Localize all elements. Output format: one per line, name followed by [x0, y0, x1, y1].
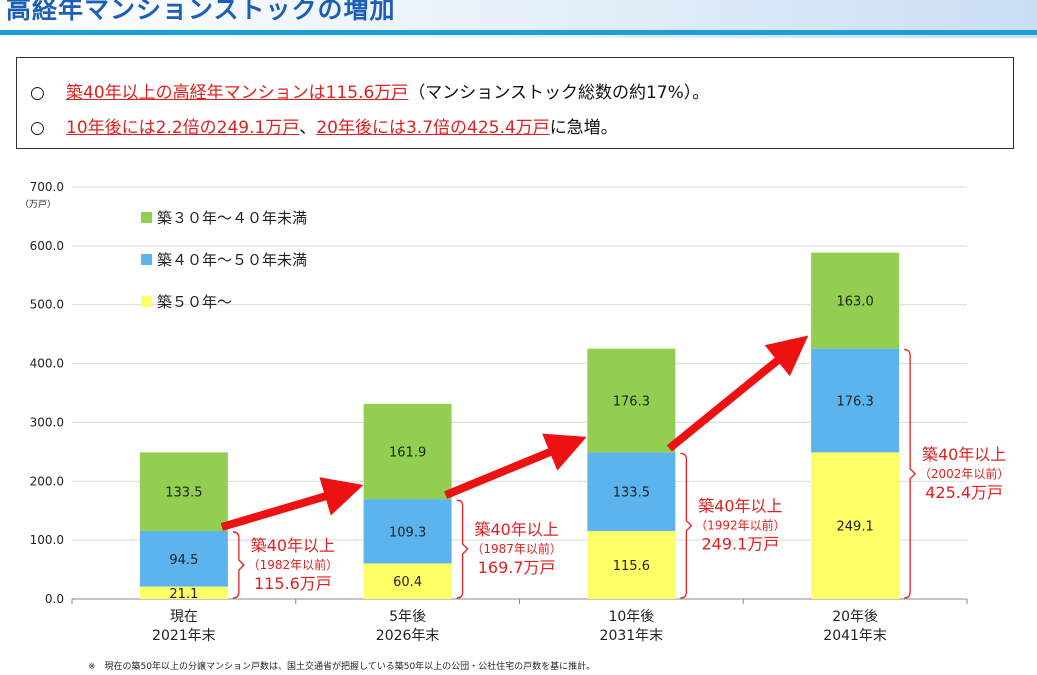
annotation-title: 築40年以上	[251, 536, 335, 555]
legend-label: 築４０年～５０年未満	[157, 251, 307, 269]
x-category-label: 10年後	[608, 609, 654, 625]
annotation-value: 169.7万戸	[478, 558, 556, 577]
bracket	[232, 531, 245, 599]
annotation-title: 築40年以上	[474, 520, 558, 539]
data-label: 60.4	[393, 575, 422, 590]
annotation-value: 115.6万戸	[254, 574, 332, 593]
annotation-value: 425.4万戸	[925, 483, 1003, 502]
y-tick-label: 700.0	[30, 180, 64, 194]
summary-text-2: に急増。	[549, 118, 618, 138]
x-category-label: 2031年末	[600, 628, 664, 644]
bar-segment	[139, 452, 228, 531]
summary-highlight-2b: 20年後には3.7倍の425.4万戸	[316, 118, 550, 138]
annotation-period: （1982年以前）	[248, 557, 339, 572]
x-category-label: 20年後	[832, 609, 878, 625]
bar-segment	[139, 586, 228, 599]
bar-segment	[363, 563, 452, 599]
bracket	[680, 452, 693, 599]
legend-swatch	[141, 254, 152, 265]
y-tick-label: 400.0	[30, 357, 64, 371]
y-tick-label: 300.0	[30, 415, 64, 429]
summary-line-2: ○ 10年後には2.2倍の249.1万戸、20年後には3.7倍の425.4万戸に急…	[30, 113, 618, 138]
bracket	[456, 499, 469, 599]
data-label: 249.1	[837, 520, 874, 535]
trend-arrow	[444, 433, 587, 499]
legend-swatch	[141, 296, 152, 307]
x-category-label: 2021年末	[152, 628, 216, 644]
summary-highlight-2a: 10年後には2.2倍の249.1万戸	[66, 118, 300, 138]
bar-segment	[587, 348, 676, 453]
data-label: 176.3	[613, 395, 650, 410]
summary-box: ○ 築40年以上の高経年マンションは115.6万戸（マンションストック総数の約17…	[16, 57, 1014, 149]
y-tick-label: 0.0	[45, 592, 64, 606]
trend-arrow	[220, 477, 364, 531]
bar-segment	[811, 348, 900, 453]
annotation-value: 249.1万戸	[701, 535, 779, 554]
bar-segment	[363, 403, 452, 500]
trend-arrow	[666, 335, 809, 452]
data-label: 109.3	[389, 525, 426, 540]
data-label: 133.5	[613, 486, 650, 501]
y-tick-label: 100.0	[30, 533, 64, 547]
x-category-label: 2041年末	[823, 628, 887, 644]
bar-segment	[363, 499, 452, 564]
page-title: 高経年マンションストックの増加	[6, 0, 396, 24]
bar-segment	[587, 530, 676, 599]
legend-swatch	[141, 212, 152, 223]
data-label: 21.1	[169, 587, 198, 602]
bracket	[904, 348, 917, 599]
annotation-title: 築40年以上	[698, 497, 782, 516]
summary-line-1: ○ 築40年以上の高経年マンションは115.6万戸（マンションストック総数の約17…	[30, 78, 709, 103]
legend-label: 築５０年～	[157, 293, 232, 311]
data-label: 163.0	[837, 295, 874, 310]
data-label: 133.5	[165, 486, 202, 501]
legend-label: 築３０年～４０年未満	[157, 209, 307, 227]
data-label: 161.9	[389, 445, 426, 460]
bullet-circle: ○	[30, 118, 45, 138]
summary-highlight-1: 築40年以上の高経年マンションは115.6万戸	[66, 83, 409, 103]
x-category-label: 5年後	[389, 609, 426, 625]
y-unit-label: （万戸）	[20, 199, 56, 210]
annotation-title: 築40年以上	[922, 445, 1006, 464]
data-label: 176.3	[837, 395, 874, 410]
summary-text-1: （マンションストック総数の約17%）。	[408, 83, 710, 103]
y-tick-label: 200.0	[30, 474, 64, 488]
y-tick-label: 500.0	[30, 298, 64, 312]
x-category-label: 現在	[170, 609, 198, 625]
bar-segment	[587, 452, 676, 531]
data-label: 94.5	[169, 553, 198, 568]
bar-segment	[139, 530, 228, 587]
bar-segment	[811, 452, 900, 599]
annotation-period: （1987年以前）	[471, 541, 562, 556]
data-label: 115.6	[613, 559, 650, 574]
title-divider	[0, 30, 1037, 35]
stacked-bar-chart: 0.0 100.0 200.0 300.0 400.0 500.0 600.0 700.0 （万…	[20, 180, 1010, 644]
footnote: ※ 現在の築50年以上の分譲マンション戸数は、国土交通省が把握している築50年以…	[88, 662, 596, 672]
title-bar: 高経年マンションストックの増加	[0, 0, 1037, 38]
annotation-period: （2002年以前）	[919, 466, 1010, 481]
annotation-period: （1992年以前）	[695, 518, 786, 533]
bar-segment	[811, 252, 900, 349]
y-tick-label: 600.0	[30, 239, 64, 253]
summary-separator: 、	[299, 118, 317, 138]
x-category-label: 2026年末	[376, 628, 440, 644]
bullet-circle: ○	[30, 83, 45, 103]
